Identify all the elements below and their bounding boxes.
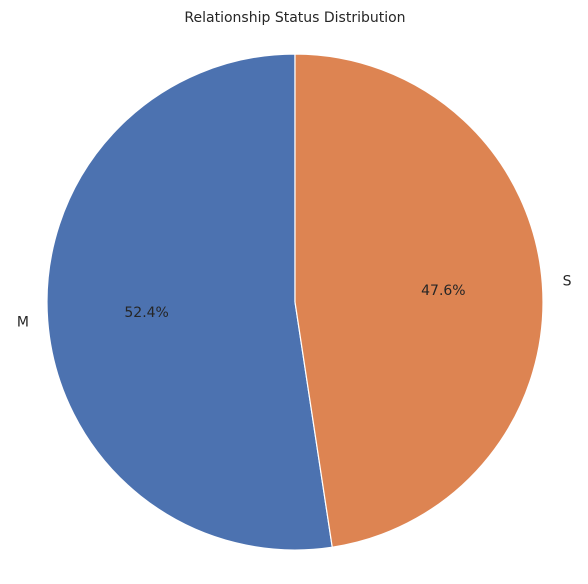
slice-percent-label: 52.4% — [124, 305, 168, 321]
slice-category-label: M — [17, 315, 29, 331]
slice-category-label: S — [563, 273, 572, 289]
chart-title: Relationship Status Distribution — [184, 10, 405, 26]
pie-slice-m — [46, 53, 333, 551]
slice-percent-label: 47.6% — [421, 283, 465, 299]
pie-labels: 52.4% M 47.6% S — [17, 273, 572, 330]
pie-slices — [46, 53, 544, 551]
pie-slice-s — [294, 53, 544, 548]
